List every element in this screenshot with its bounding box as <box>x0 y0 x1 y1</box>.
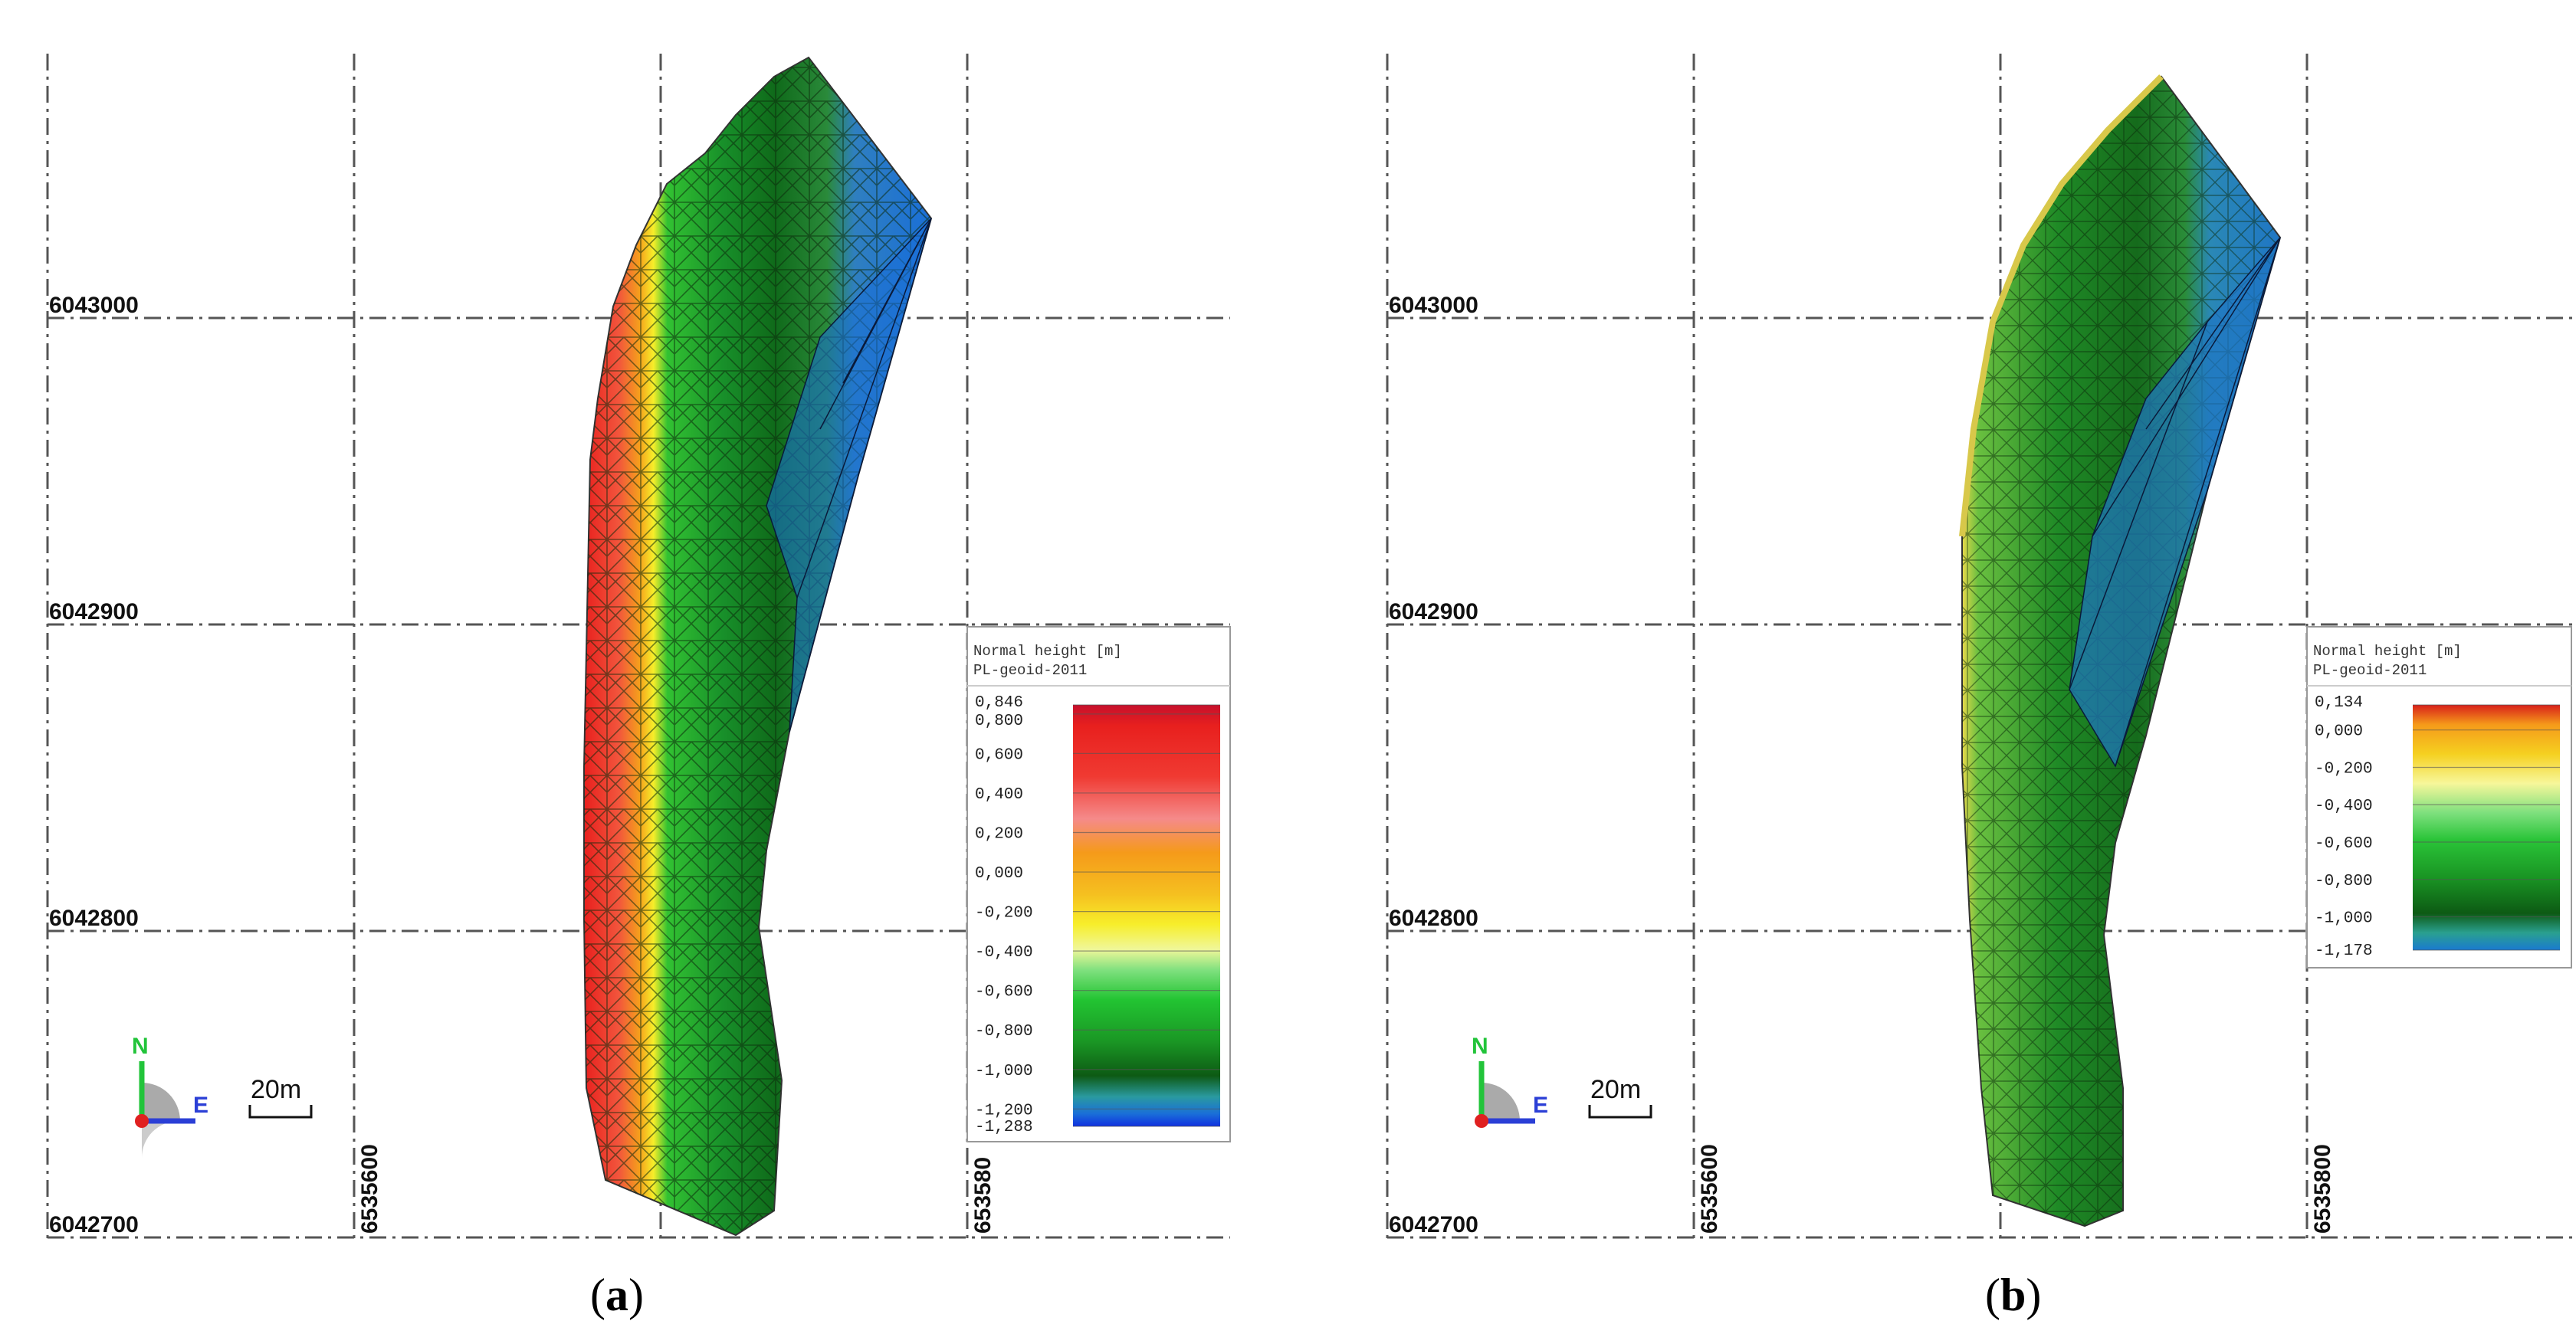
scale-label: 20m <box>251 1075 301 1104</box>
compass-north-label: N <box>132 1034 149 1059</box>
scale-bar-a: 20m <box>248 1075 313 1119</box>
easting-label: 653580 <box>970 1157 996 1234</box>
legend-tick-label: -0,400 <box>975 944 1033 962</box>
legend-tick-label: -1,000 <box>975 1063 1033 1080</box>
legend-tick-label: -0,200 <box>2315 760 2373 778</box>
legend-tick-label: -0,200 <box>975 905 1033 923</box>
northing-label: 6043000 <box>1389 293 1478 318</box>
legend-tick-label: -0,600 <box>975 984 1033 1001</box>
compass-north-label: N <box>1472 1034 1488 1059</box>
compass-east-label: E <box>193 1093 208 1118</box>
easting-labels-b: 6535600 6535800 <box>1697 1144 2335 1234</box>
legend-subtitle: PL-geoid-2011 <box>2313 662 2427 679</box>
legend-tick-label: 0,846 <box>975 694 1023 712</box>
legend-tick-label: -1,178 <box>2315 942 2373 960</box>
northing-label: 6043000 <box>49 293 139 318</box>
legend-b: Normal height [m] PL-geoid-2011 0,134 0,0… <box>2306 626 2572 969</box>
legend-tick-label: -0,800 <box>2315 873 2373 890</box>
northing-label: 6042700 <box>49 1212 139 1237</box>
height-surface-b <box>1959 74 2282 1227</box>
legend-subtitle: PL-geoid-2011 <box>973 662 1087 679</box>
legend-tick-label: -0,800 <box>975 1023 1033 1041</box>
northing-labels-a: 6043000 6042900 6042800 6042700 <box>49 293 139 1237</box>
scale-label: 20m <box>1590 1075 1641 1104</box>
legend-tick-label: 0,200 <box>975 825 1023 843</box>
legend-title: Normal height [m] <box>2313 643 2462 660</box>
panel-a: 6043000 6042900 6042800 6042700 6535600 … <box>46 54 1231 1320</box>
legend-tick-label: -1,200 <box>975 1102 1033 1119</box>
legend-a: Normal height [m] PL-geoid-2011 0,8460,8… <box>966 626 1231 1142</box>
northing-label: 6042800 <box>1389 906 1478 931</box>
north-arrow-icon: N E <box>1472 1034 1548 1128</box>
northing-label: 6042900 <box>49 599 139 624</box>
legend-title: Normal height [m] <box>973 643 1122 660</box>
northing-label: 6042900 <box>1389 599 1478 624</box>
panel-b: 6043000 6042900 6042800 6042700 6535600 … <box>1386 54 2574 1320</box>
legend-tick-label: 0,800 <box>975 713 1023 730</box>
compass-east-label: E <box>1533 1093 1548 1118</box>
legend-tick-label: 0,600 <box>975 746 1023 764</box>
legend-tick-label: -0,400 <box>2315 798 2373 815</box>
legend-tick-label: 0,134 <box>2315 694 2363 712</box>
legend-tick-label: -1,288 <box>975 1119 1033 1136</box>
legend-tick-label: -0,600 <box>2315 835 2373 853</box>
north-arrow-icon: N E <box>132 1034 208 1158</box>
easting-label: 6535600 <box>357 1144 382 1234</box>
legend-tick-label: 0,400 <box>975 786 1023 804</box>
northing-label: 6042700 <box>1389 1212 1478 1237</box>
legend-tick-label: 0,000 <box>2315 723 2363 741</box>
legend-tick-label: 0,000 <box>975 865 1023 883</box>
legend-tick-label: -1,000 <box>2315 910 2373 928</box>
northing-labels-b: 6043000 6042900 6042800 6042700 <box>1389 293 1478 1237</box>
easting-label: 6535600 <box>1697 1144 1722 1234</box>
panel-caption-a: (a) <box>590 1270 644 1320</box>
legend-color-bar <box>2413 705 2560 950</box>
legend-ticks-b: 0,134 0,000 -0,200 -0,400 -0,600 -0,800 -1,000… <box>2315 694 2560 960</box>
easting-labels-a: 6535600 653580 <box>357 1144 996 1234</box>
scale-bar-b: 20m <box>1588 1075 1652 1119</box>
panel-caption-b: (b) <box>1985 1270 2041 1320</box>
legend-color-bar <box>1073 705 1220 1126</box>
northing-label: 6042800 <box>49 906 139 931</box>
height-surface-a <box>583 56 933 1237</box>
easting-label: 6535800 <box>2310 1144 2335 1234</box>
